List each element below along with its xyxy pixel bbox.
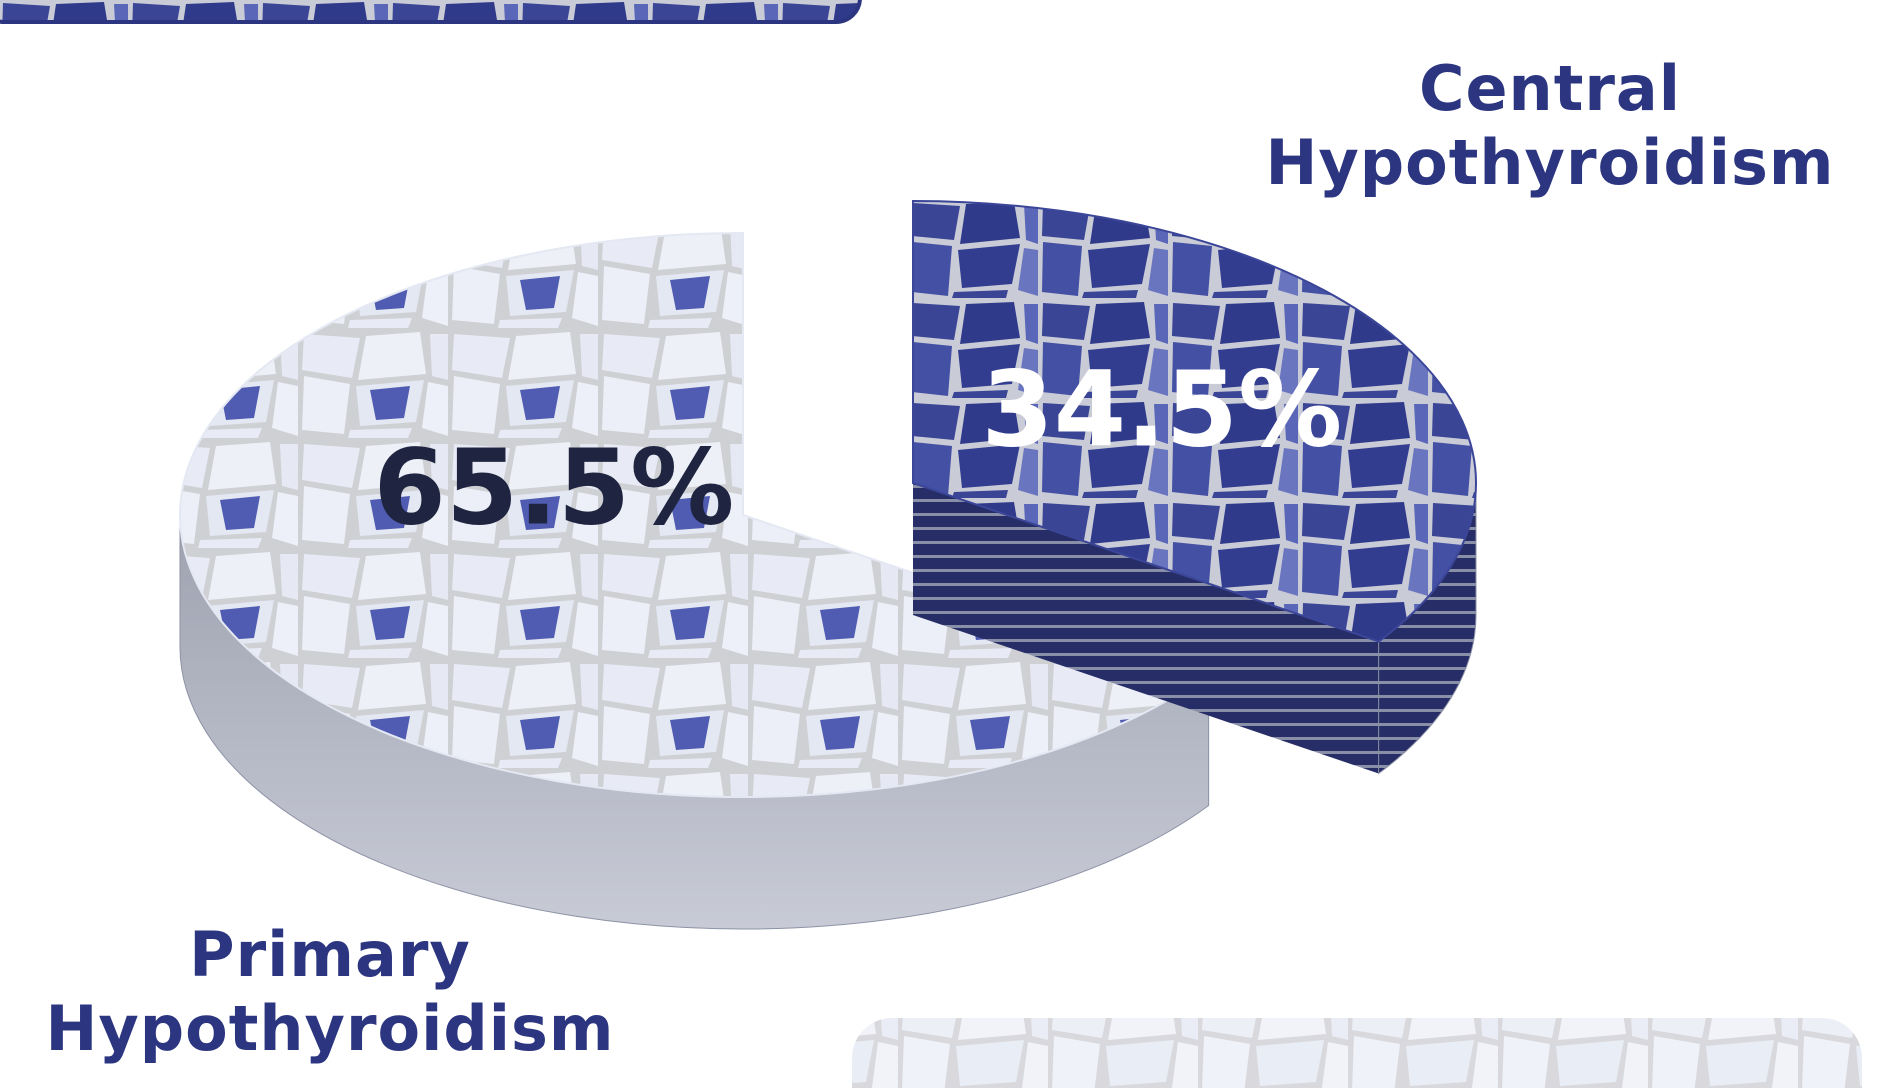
decor-panel: [852, 1018, 1862, 1088]
category-label: Primary Hypothyroidism: [45, 918, 615, 1065]
slice: [912, 199, 1478, 643]
category-label: Central Hypothyroidism: [1265, 52, 1835, 199]
slice: [179, 231, 1211, 798]
pie: 65.5% 34.5%: [179, 199, 1478, 930]
decor-panel: [0, 0, 862, 24]
slice-face: [913, 483, 1379, 774]
value-label: 65.5%: [374, 426, 735, 548]
value-label: 34.5%: [981, 348, 1342, 470]
